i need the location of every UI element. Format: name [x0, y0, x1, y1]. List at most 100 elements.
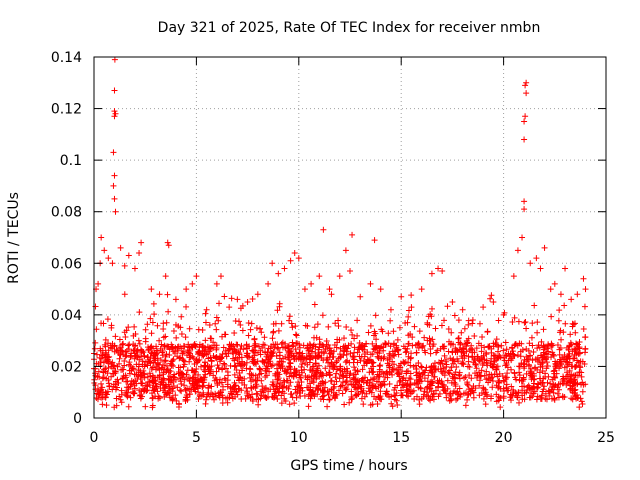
- data-point: [438, 368, 445, 375]
- data-point: [269, 381, 276, 388]
- y-tick-label: 0.14: [51, 50, 82, 66]
- data-point: [287, 360, 294, 367]
- data-point: [174, 353, 181, 360]
- data-point: [437, 365, 444, 372]
- data-point: [163, 362, 170, 369]
- data-point: [444, 377, 451, 384]
- data-point: [567, 378, 574, 385]
- data-point: [117, 244, 124, 251]
- data-point: [257, 366, 264, 373]
- data-point: [509, 348, 516, 355]
- data-point: [473, 365, 480, 372]
- data-point: [535, 381, 542, 388]
- data-point: [316, 336, 323, 343]
- data-point: [415, 344, 422, 351]
- data-point: [538, 338, 545, 345]
- data-point: [465, 391, 472, 398]
- data-point: [99, 401, 106, 408]
- data-point: [576, 404, 583, 411]
- data-point: [335, 317, 342, 324]
- data-point: [560, 375, 567, 382]
- data-point: [163, 351, 170, 358]
- data-point: [557, 358, 564, 365]
- data-point: [186, 391, 193, 398]
- data-point: [329, 354, 336, 361]
- data-point: [455, 334, 462, 341]
- data-point: [523, 90, 530, 97]
- data-point: [231, 383, 238, 390]
- data-point: [196, 344, 203, 351]
- data-point: [557, 380, 564, 387]
- data-point: [413, 377, 420, 384]
- data-point: [386, 381, 393, 388]
- data-point: [138, 349, 145, 356]
- data-point: [428, 270, 435, 277]
- data-point: [534, 319, 541, 326]
- data-point: [425, 393, 432, 400]
- data-point: [573, 362, 580, 369]
- data-point: [119, 348, 126, 355]
- data-point: [565, 361, 572, 368]
- data-point: [385, 340, 392, 347]
- data-point: [405, 332, 412, 339]
- data-point: [441, 317, 448, 324]
- data-point: [297, 384, 304, 391]
- data-point: [222, 395, 229, 402]
- data-point: [476, 382, 483, 389]
- data-point: [102, 336, 109, 343]
- data-point: [202, 319, 209, 326]
- data-point: [291, 249, 298, 256]
- data-point: [120, 351, 127, 358]
- data-point: [349, 231, 356, 238]
- data-point: [450, 341, 457, 348]
- data-point: [454, 395, 461, 402]
- data-point: [316, 362, 323, 369]
- data-point: [145, 379, 152, 385]
- data-point: [304, 322, 311, 329]
- data-point: [430, 391, 437, 398]
- data-point: [443, 363, 450, 370]
- data-point: [309, 354, 316, 361]
- data-point: [456, 385, 463, 392]
- data-point: [316, 344, 323, 351]
- data-point: [213, 368, 220, 375]
- data-point: [142, 326, 149, 333]
- data-point: [232, 317, 239, 324]
- data-point: [420, 391, 427, 398]
- data-point: [403, 348, 410, 355]
- data-point: [235, 385, 242, 392]
- data-point: [279, 363, 286, 370]
- data-point: [278, 358, 285, 365]
- data-point: [470, 383, 477, 390]
- data-point: [296, 374, 303, 381]
- data-point: [579, 388, 586, 395]
- data-point: [130, 332, 137, 339]
- data-point: [177, 387, 184, 394]
- data-point: [220, 344, 227, 351]
- data-point: [98, 234, 105, 241]
- data-point: [574, 341, 581, 348]
- data-point: [544, 379, 551, 386]
- data-point: [465, 335, 472, 342]
- data-point: [330, 348, 337, 355]
- data-point: [183, 303, 190, 310]
- data-point: [278, 320, 285, 327]
- data-point: [92, 370, 99, 377]
- data-point: [126, 367, 133, 374]
- data-point: [474, 353, 481, 360]
- data-point: [409, 342, 416, 349]
- data-point: [409, 334, 416, 341]
- data-point: [253, 381, 260, 388]
- data-point: [462, 374, 469, 381]
- data-point: [534, 329, 541, 336]
- data-point: [143, 387, 150, 394]
- data-point: [135, 337, 142, 344]
- data-point: [367, 351, 374, 358]
- data-point: [525, 361, 532, 368]
- grid-lines: [94, 57, 606, 418]
- data-point: [254, 376, 261, 383]
- data-point: [367, 401, 374, 408]
- data-point: [145, 354, 152, 361]
- data-point: [533, 255, 540, 262]
- data-point: [282, 398, 289, 405]
